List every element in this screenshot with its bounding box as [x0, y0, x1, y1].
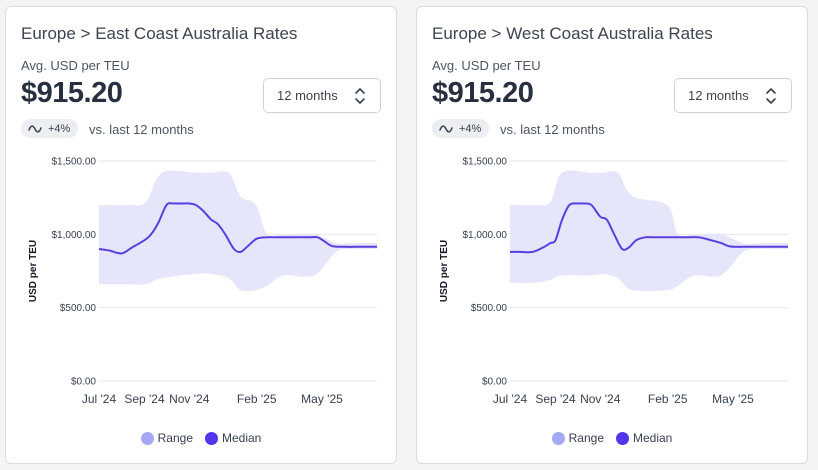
y-tick-label: $1,500.00: [52, 157, 97, 168]
y-axis-label: USD per TEU: [28, 240, 39, 302]
y-axis-label: USD per TEU: [439, 240, 450, 302]
y-tick-label: $500.00: [60, 303, 97, 314]
period-select-value: 12 months: [688, 88, 749, 103]
period-select[interactable]: 12 months: [263, 78, 381, 113]
y-tick-label: $0.00: [482, 377, 507, 388]
legend-dot-range: [551, 431, 565, 445]
period-select-value: 12 months: [277, 88, 338, 103]
metric-label: Avg. USD per TEU: [21, 58, 130, 73]
legend-label-median: Median: [633, 431, 673, 445]
period-select[interactable]: 12 months: [674, 78, 792, 113]
legend-label-range: Range: [568, 431, 604, 445]
range-band: [510, 170, 788, 292]
change-badge: +4%: [21, 119, 79, 138]
chevron-up-down-icon: [355, 88, 365, 104]
legend-label-range: Range: [157, 431, 193, 445]
x-tick-label: Feb '25: [237, 392, 277, 406]
change-value: +4%: [48, 122, 71, 135]
x-tick-label: Feb '25: [648, 392, 688, 406]
chart-legend: Range Median: [6, 431, 396, 445]
x-tick-label: Nov '24: [169, 392, 210, 406]
rate-chart: $0.00 $500.00 $1,000.00 $1,500.00 USD per TE…: [439, 157, 788, 406]
x-tick-label: May '25: [712, 392, 754, 406]
rate-card-east-coast: Europe > East Coast Australia Rates Avg.…: [5, 6, 397, 464]
y-tick-label: $500.00: [471, 303, 508, 314]
metric-label: Avg. USD per TEU: [432, 58, 541, 73]
trend-wave-icon: [439, 124, 453, 133]
x-tick-label: Nov '24: [580, 392, 621, 406]
legend-item-median[interactable]: Median: [616, 431, 672, 445]
y-tick-label: $1,000.00: [463, 230, 508, 241]
legend-dot-median: [616, 431, 629, 445]
y-tick-label: $0.00: [71, 377, 96, 388]
chart-legend: Range Median: [417, 431, 807, 445]
legend-item-range[interactable]: Range: [140, 431, 193, 445]
trend-wave-icon: [28, 124, 42, 133]
y-tick-label: $1,000.00: [52, 230, 97, 241]
card-title: Europe > East Coast Australia Rates: [21, 24, 298, 43]
median-line: [98, 202, 377, 255]
change-value: +4%: [459, 122, 482, 135]
x-tick-label: Sep '24: [124, 392, 165, 406]
change-compare-text: vs. last 12 months: [500, 122, 605, 137]
median-line: [510, 202, 788, 254]
legend-dot-median: [205, 431, 218, 445]
change-badge: +4%: [432, 119, 490, 138]
metric-value: $915.20: [432, 77, 534, 109]
change-compare-text: vs. last 12 months: [89, 122, 194, 137]
legend-label-median: Median: [222, 431, 262, 445]
chevron-up-down-icon: [766, 88, 776, 104]
rate-chart: $0.00 $500.00 $1,000.00 $1,500.00 USD per TE…: [28, 157, 377, 406]
y-tick-label: $1,500.00: [463, 157, 508, 168]
metric-value: $915.20: [21, 77, 123, 109]
legend-dot-range: [140, 431, 154, 445]
x-tick-label: Jul '24: [493, 392, 528, 406]
card-title: Europe > West Coast Australia Rates: [432, 24, 713, 43]
x-tick-label: May '25: [301, 392, 343, 406]
range-band: [99, 170, 377, 292]
legend-item-median[interactable]: Median: [205, 431, 261, 445]
legend-item-range[interactable]: Range: [551, 431, 604, 445]
x-tick-label: Sep '24: [535, 392, 576, 406]
rate-card-west-coast: Europe > West Coast Australia Rates Avg.…: [416, 6, 808, 464]
x-tick-label: Jul '24: [82, 392, 117, 406]
